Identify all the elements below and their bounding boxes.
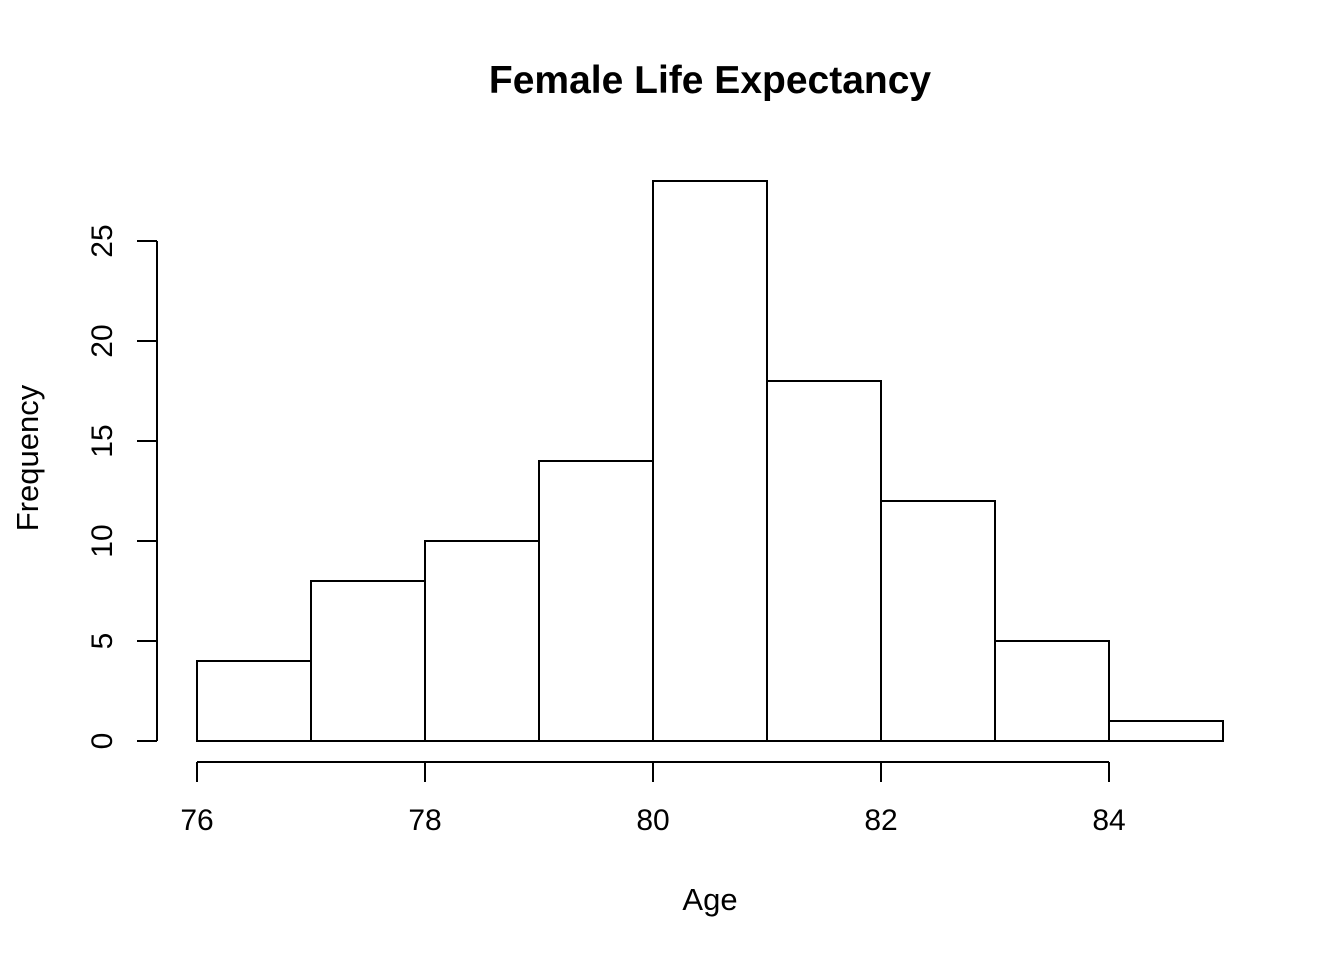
x-tick-label: 80 <box>636 804 669 837</box>
x-tick-label: 76 <box>180 804 213 837</box>
y-tick-label: 0 <box>86 733 119 750</box>
x-tick-label: 82 <box>864 804 897 837</box>
histogram-bar <box>310 580 426 742</box>
histogram-bar <box>1108 720 1224 742</box>
x-axis: 76 78 80 82 84 <box>180 761 1126 837</box>
histogram-bar <box>880 500 996 742</box>
y-axis-label: Frequency <box>10 384 45 531</box>
histogram-bar <box>196 660 312 742</box>
y-tick-label: 5 <box>86 633 119 650</box>
histogram-bar <box>652 180 768 742</box>
histogram-bar <box>994 640 1110 742</box>
y-axis: 0 5 10 15 20 25 <box>86 224 158 750</box>
x-tick-label: 78 <box>408 804 441 837</box>
y-tick-label: 10 <box>86 524 119 557</box>
x-axis-label: Age <box>682 882 737 917</box>
chart-title: Female Life Expectancy <box>489 59 932 102</box>
histogram-bars <box>196 180 1224 742</box>
histogram-bar <box>424 540 540 742</box>
histogram-bar <box>538 460 654 742</box>
y-tick-label: 15 <box>86 424 119 457</box>
y-tick-label: 20 <box>86 324 119 357</box>
histogram-bar <box>766 380 882 742</box>
x-tick-label: 84 <box>1092 804 1125 837</box>
y-tick-label: 25 <box>86 224 119 257</box>
